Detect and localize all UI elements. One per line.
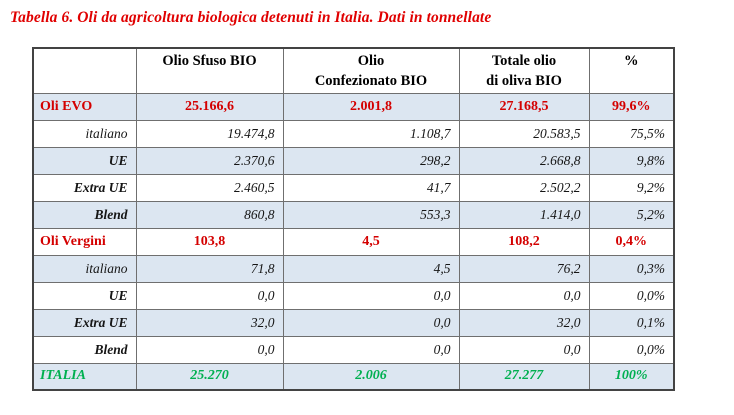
row-evo-blend: Blend 860,8 553,3 1.414,0 5,2% — [32, 200, 675, 229]
cell-olio-confezionato: 0,0 — [282, 335, 460, 364]
column-header-percent: % — [588, 47, 675, 94]
cell-percent: 0,1% — [588, 308, 675, 337]
cell-totale: 2.502,2 — [458, 173, 590, 202]
row-label: ITALIA — [32, 362, 137, 391]
row-label: UE — [32, 281, 137, 310]
row-vergini-blend: Blend 0,0 0,0 0,0 0,0% — [32, 335, 675, 364]
row-vergini-italiano: italiano 71,8 4,5 76,2 0,3% — [32, 254, 675, 283]
row-vergini-ue: UE 0,0 0,0 0,0 0,0% — [32, 281, 675, 310]
cell-totale: 0,0 — [458, 281, 590, 310]
column-header-empty — [32, 47, 137, 94]
cell-olio-sfuso: 25.166,6 — [135, 92, 284, 121]
column-header-olio-confezionato-bio: Olio Confezionato BIO — [282, 47, 460, 94]
row-italia-total: ITALIA 25.270 2.006 27.277 100% — [32, 362, 675, 391]
column-header-totale-olio-bio: Totale olio di oliva BIO — [458, 47, 590, 94]
cell-olio-confezionato: 1.108,7 — [282, 119, 460, 148]
row-label: Blend — [32, 335, 137, 364]
cell-percent: 9,2% — [588, 173, 675, 202]
cell-percent: 0,3% — [588, 254, 675, 283]
cell-totale: 76,2 — [458, 254, 590, 283]
cell-percent: 5,2% — [588, 200, 675, 229]
cell-percent: 100% — [588, 362, 675, 391]
cell-percent: 0,4% — [588, 227, 675, 256]
column-header-olio-sfuso-bio: Olio Sfuso BIO — [135, 47, 284, 94]
cell-olio-confezionato: 4,5 — [282, 227, 460, 256]
row-label: italiano — [32, 254, 137, 283]
page-title: Tabella 6. Oli da agricoltura biologica … — [10, 9, 492, 26]
cell-olio-confezionato: 2.006 — [282, 362, 460, 391]
cell-totale: 32,0 — [458, 308, 590, 337]
cell-percent: 75,5% — [588, 119, 675, 148]
cell-percent: 0,0% — [588, 335, 675, 364]
cell-olio-confezionato: 41,7 — [282, 173, 460, 202]
cell-totale: 0,0 — [458, 335, 590, 364]
row-label: Extra UE — [32, 173, 137, 202]
cell-olio-confezionato: 298,2 — [282, 146, 460, 175]
cell-totale: 2.668,8 — [458, 146, 590, 175]
row-label: Oli Vergini — [32, 227, 137, 256]
cell-totale: 27.168,5 — [458, 92, 590, 121]
cell-olio-sfuso: 860,8 — [135, 200, 284, 229]
cell-olio-sfuso: 2.460,5 — [135, 173, 284, 202]
cell-olio-sfuso: 25.270 — [135, 362, 284, 391]
row-evo-ue: UE 2.370,6 298,2 2.668,8 9,8% — [32, 146, 675, 175]
cell-olio-confezionato: 0,0 — [282, 308, 460, 337]
cell-totale: 27.277 — [458, 362, 590, 391]
bio-oil-table: Olio Sfuso BIO Olio Confezionato BIO Tot… — [32, 47, 675, 391]
row-label: Extra UE — [32, 308, 137, 337]
row-label: Oli EVO — [32, 92, 137, 121]
row-vergini-extra-ue: Extra UE 32,0 0,0 32,0 0,1% — [32, 308, 675, 337]
row-evo-extra-ue: Extra UE 2.460,5 41,7 2.502,2 9,2% — [32, 173, 675, 202]
row-label: italiano — [32, 119, 137, 148]
cell-percent: 9,8% — [588, 146, 675, 175]
cell-olio-sfuso: 19.474,8 — [135, 119, 284, 148]
row-label: Blend — [32, 200, 137, 229]
cell-percent: 99,6% — [588, 92, 675, 121]
header-row: Olio Sfuso BIO Olio Confezionato BIO Tot… — [32, 47, 675, 94]
row-evo-italiano: italiano 19.474,8 1.108,7 20.583,5 75,5% — [32, 119, 675, 148]
cell-percent: 0,0% — [588, 281, 675, 310]
cell-totale: 1.414,0 — [458, 200, 590, 229]
cell-olio-sfuso: 0,0 — [135, 335, 284, 364]
cell-olio-confezionato: 2.001,8 — [282, 92, 460, 121]
cell-olio-sfuso: 0,0 — [135, 281, 284, 310]
cell-olio-sfuso: 103,8 — [135, 227, 284, 256]
cell-olio-confezionato: 553,3 — [282, 200, 460, 229]
row-oli-evo: Oli EVO 25.166,6 2.001,8 27.168,5 99,6% — [32, 92, 675, 121]
cell-olio-confezionato: 4,5 — [282, 254, 460, 283]
row-oli-vergini: Oli Vergini 103,8 4,5 108,2 0,4% — [32, 227, 675, 256]
cell-olio-sfuso: 32,0 — [135, 308, 284, 337]
cell-totale: 20.583,5 — [458, 119, 590, 148]
cell-olio-confezionato: 0,0 — [282, 281, 460, 310]
cell-olio-sfuso: 71,8 — [135, 254, 284, 283]
cell-totale: 108,2 — [458, 227, 590, 256]
row-label: UE — [32, 146, 137, 175]
cell-olio-sfuso: 2.370,6 — [135, 146, 284, 175]
